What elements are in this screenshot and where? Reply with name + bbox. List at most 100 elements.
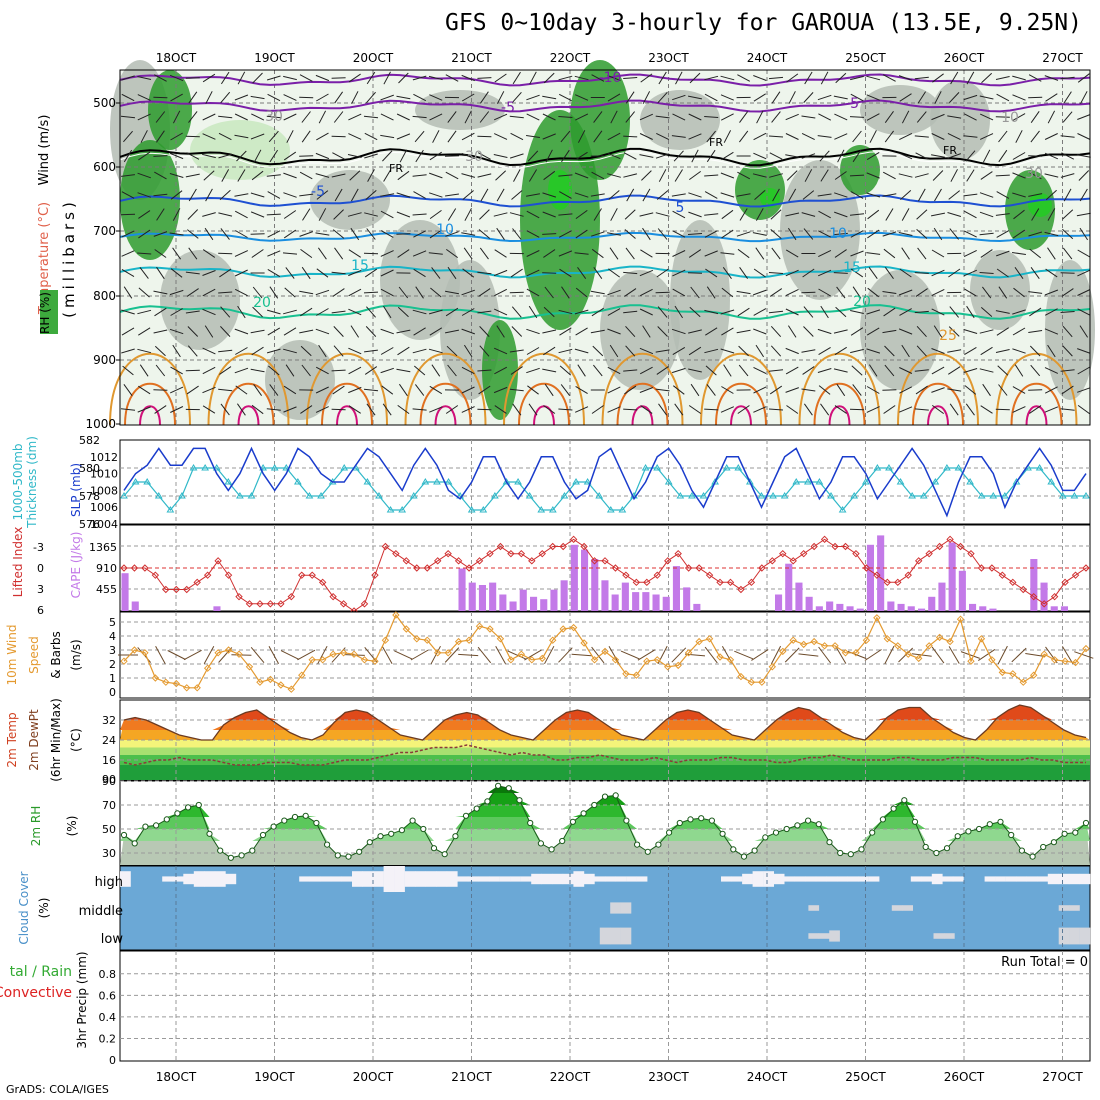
lifted-marker — [883, 578, 892, 587]
wind-barb — [852, 130, 862, 143]
wind-barb — [463, 344, 473, 358]
cloud-cell — [805, 876, 817, 882]
wind-speed-marker — [601, 647, 609, 656]
rh-marker — [1061, 830, 1068, 837]
lifted-marker — [141, 564, 149, 572]
wind-barb — [121, 191, 135, 199]
cape-bar — [989, 608, 997, 611]
wind-barb — [348, 347, 362, 355]
wind-barb — [1029, 405, 1042, 414]
cloud-cell — [341, 876, 353, 882]
wind-barb — [542, 133, 556, 140]
rh-marker — [366, 839, 373, 846]
wind-speed-marker — [475, 622, 484, 630]
wind-barb — [723, 130, 732, 143]
wind-barb — [931, 249, 945, 258]
cloud-cell — [599, 927, 611, 945]
wind-barb — [267, 250, 281, 257]
contour-35-arch — [434, 405, 457, 426]
cape-bar — [213, 606, 221, 611]
cape-bar — [785, 563, 793, 611]
rh-marker — [356, 848, 363, 855]
wind-barb — [883, 307, 896, 317]
wind-barb — [963, 135, 978, 138]
wind-barb — [705, 327, 718, 336]
wind-barb — [836, 286, 846, 299]
wind-barb — [366, 71, 376, 85]
cloud-cell — [446, 871, 458, 887]
lifted-marker — [998, 571, 1007, 579]
wind-barb — [884, 267, 894, 279]
thickness-marker — [803, 478, 812, 485]
thickness-marker — [537, 506, 546, 513]
wind-barb — [526, 250, 540, 257]
wind-barb — [996, 250, 1010, 257]
wind-barb — [626, 188, 635, 202]
wind-barb — [1012, 152, 1026, 160]
lifted-marker — [538, 549, 546, 558]
thickness-marker — [120, 492, 128, 499]
y-tick-label: 800 — [93, 289, 116, 303]
wind-barb — [642, 188, 651, 202]
wind-barb — [609, 247, 619, 260]
wind-barb — [285, 364, 295, 377]
wind-barb — [737, 74, 751, 82]
wind-barb — [980, 405, 993, 414]
wind-barb — [850, 250, 864, 257]
wind-barb — [931, 288, 945, 297]
wind-barb — [1060, 408, 1075, 411]
cloud-cell — [583, 873, 595, 885]
wind-speed-line — [120, 611, 1090, 693]
rh-marker — [612, 792, 619, 799]
wind-barb — [316, 93, 329, 102]
cloud-cell — [562, 873, 574, 885]
wind-barb — [803, 326, 814, 337]
wind-barb — [720, 94, 734, 101]
wind-barb — [982, 149, 991, 163]
wind-barb — [415, 286, 424, 299]
cape-bar — [458, 568, 466, 611]
wind-barb — [315, 173, 330, 178]
cape-bars — [121, 535, 1068, 611]
wind-speed-marker — [956, 615, 965, 623]
wind-barb — [186, 288, 199, 297]
thickness-marker — [409, 492, 418, 499]
wind-barb — [494, 249, 507, 258]
wind-barb — [170, 366, 183, 375]
wind-barb — [509, 212, 524, 217]
wind-barb — [543, 346, 556, 356]
wind-speed-marker — [381, 636, 390, 644]
wind-barb — [251, 404, 264, 415]
wind-barb — [333, 345, 344, 357]
cloud-cell — [362, 871, 374, 887]
wind-barb — [558, 309, 573, 315]
rh-marker — [291, 813, 299, 821]
wind-barb — [137, 406, 151, 413]
cape-bar — [601, 580, 609, 611]
wind-barb — [318, 110, 327, 124]
wind-barb — [785, 249, 799, 258]
surface-wind-barb — [784, 647, 800, 663]
cape-bar — [846, 606, 854, 611]
lifted-marker — [1019, 585, 1027, 594]
wind-barb — [801, 153, 816, 159]
cloud-cell — [931, 873, 943, 885]
wind-barb — [655, 388, 670, 392]
wind-speed-marker — [235, 650, 243, 658]
wind-barb — [397, 306, 409, 318]
contour-35-arch — [533, 405, 555, 426]
wind-barb — [202, 133, 216, 140]
wind-barb — [624, 385, 637, 395]
wind-barb — [526, 230, 540, 238]
cloud-cell — [478, 876, 490, 882]
wind-barb — [817, 269, 832, 277]
wind-barb — [315, 232, 330, 236]
wind-barb — [802, 366, 815, 375]
cape-bar — [856, 608, 864, 611]
wind-barb — [836, 383, 846, 397]
contour-25-arch — [798, 352, 881, 426]
wind-barb — [121, 230, 135, 238]
temp-tick: 24 — [102, 734, 116, 747]
cape-bar — [489, 582, 497, 611]
cape-bar — [560, 580, 568, 611]
